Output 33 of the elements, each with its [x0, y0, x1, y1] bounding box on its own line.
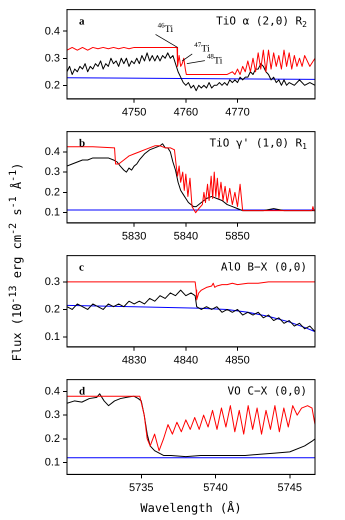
annotation: d	[79, 385, 86, 398]
y-tick-label: 0.2	[44, 186, 60, 198]
y-tick-label: 0.3	[44, 276, 60, 288]
x-tick-label: 5740	[203, 482, 228, 494]
x-tick-label: 4850	[225, 354, 250, 366]
y-tick-label: 0.4	[44, 146, 60, 158]
annotation: b	[79, 137, 86, 150]
annotation: VO C−X (0,0)	[228, 384, 308, 398]
y-tick-label: 0.3	[44, 409, 60, 422]
annotation: AlO B−X (0,0)	[220, 260, 307, 274]
x-tick-label: 4750	[122, 106, 146, 118]
y-tick-label: 0.2	[44, 432, 60, 445]
x-tick-label: 4830	[122, 354, 146, 366]
y-tick-label: 0.2	[44, 79, 60, 92]
x-tick-label: 4770	[225, 106, 250, 118]
annotation: c	[79, 261, 84, 274]
y-tick-label: 0.2	[44, 304, 60, 316]
x-axis-title: Wavelength (Å)	[140, 500, 242, 515]
x-tick-label: 4760	[174, 106, 198, 118]
y-tick-label: 0.1	[44, 206, 60, 219]
y-tick-label: 0.4	[44, 385, 60, 398]
x-tick-label: 5830	[122, 230, 146, 242]
y-tick-label: 0.3	[44, 52, 60, 64]
x-tick-label: 5850	[225, 230, 250, 242]
x-tick-label: 4840	[174, 354, 198, 366]
x-tick-label: 5735	[129, 482, 154, 494]
y-tick-label: 0.3	[44, 166, 60, 178]
x-tick-label: 5840	[174, 230, 198, 242]
y-tick-label: 0.1	[44, 456, 60, 469]
x-tick-label: 5745	[278, 482, 302, 494]
y-tick-label: 0.1	[44, 331, 60, 344]
y-tick-label: 0.4	[44, 25, 60, 38]
annotation: a	[79, 15, 85, 28]
